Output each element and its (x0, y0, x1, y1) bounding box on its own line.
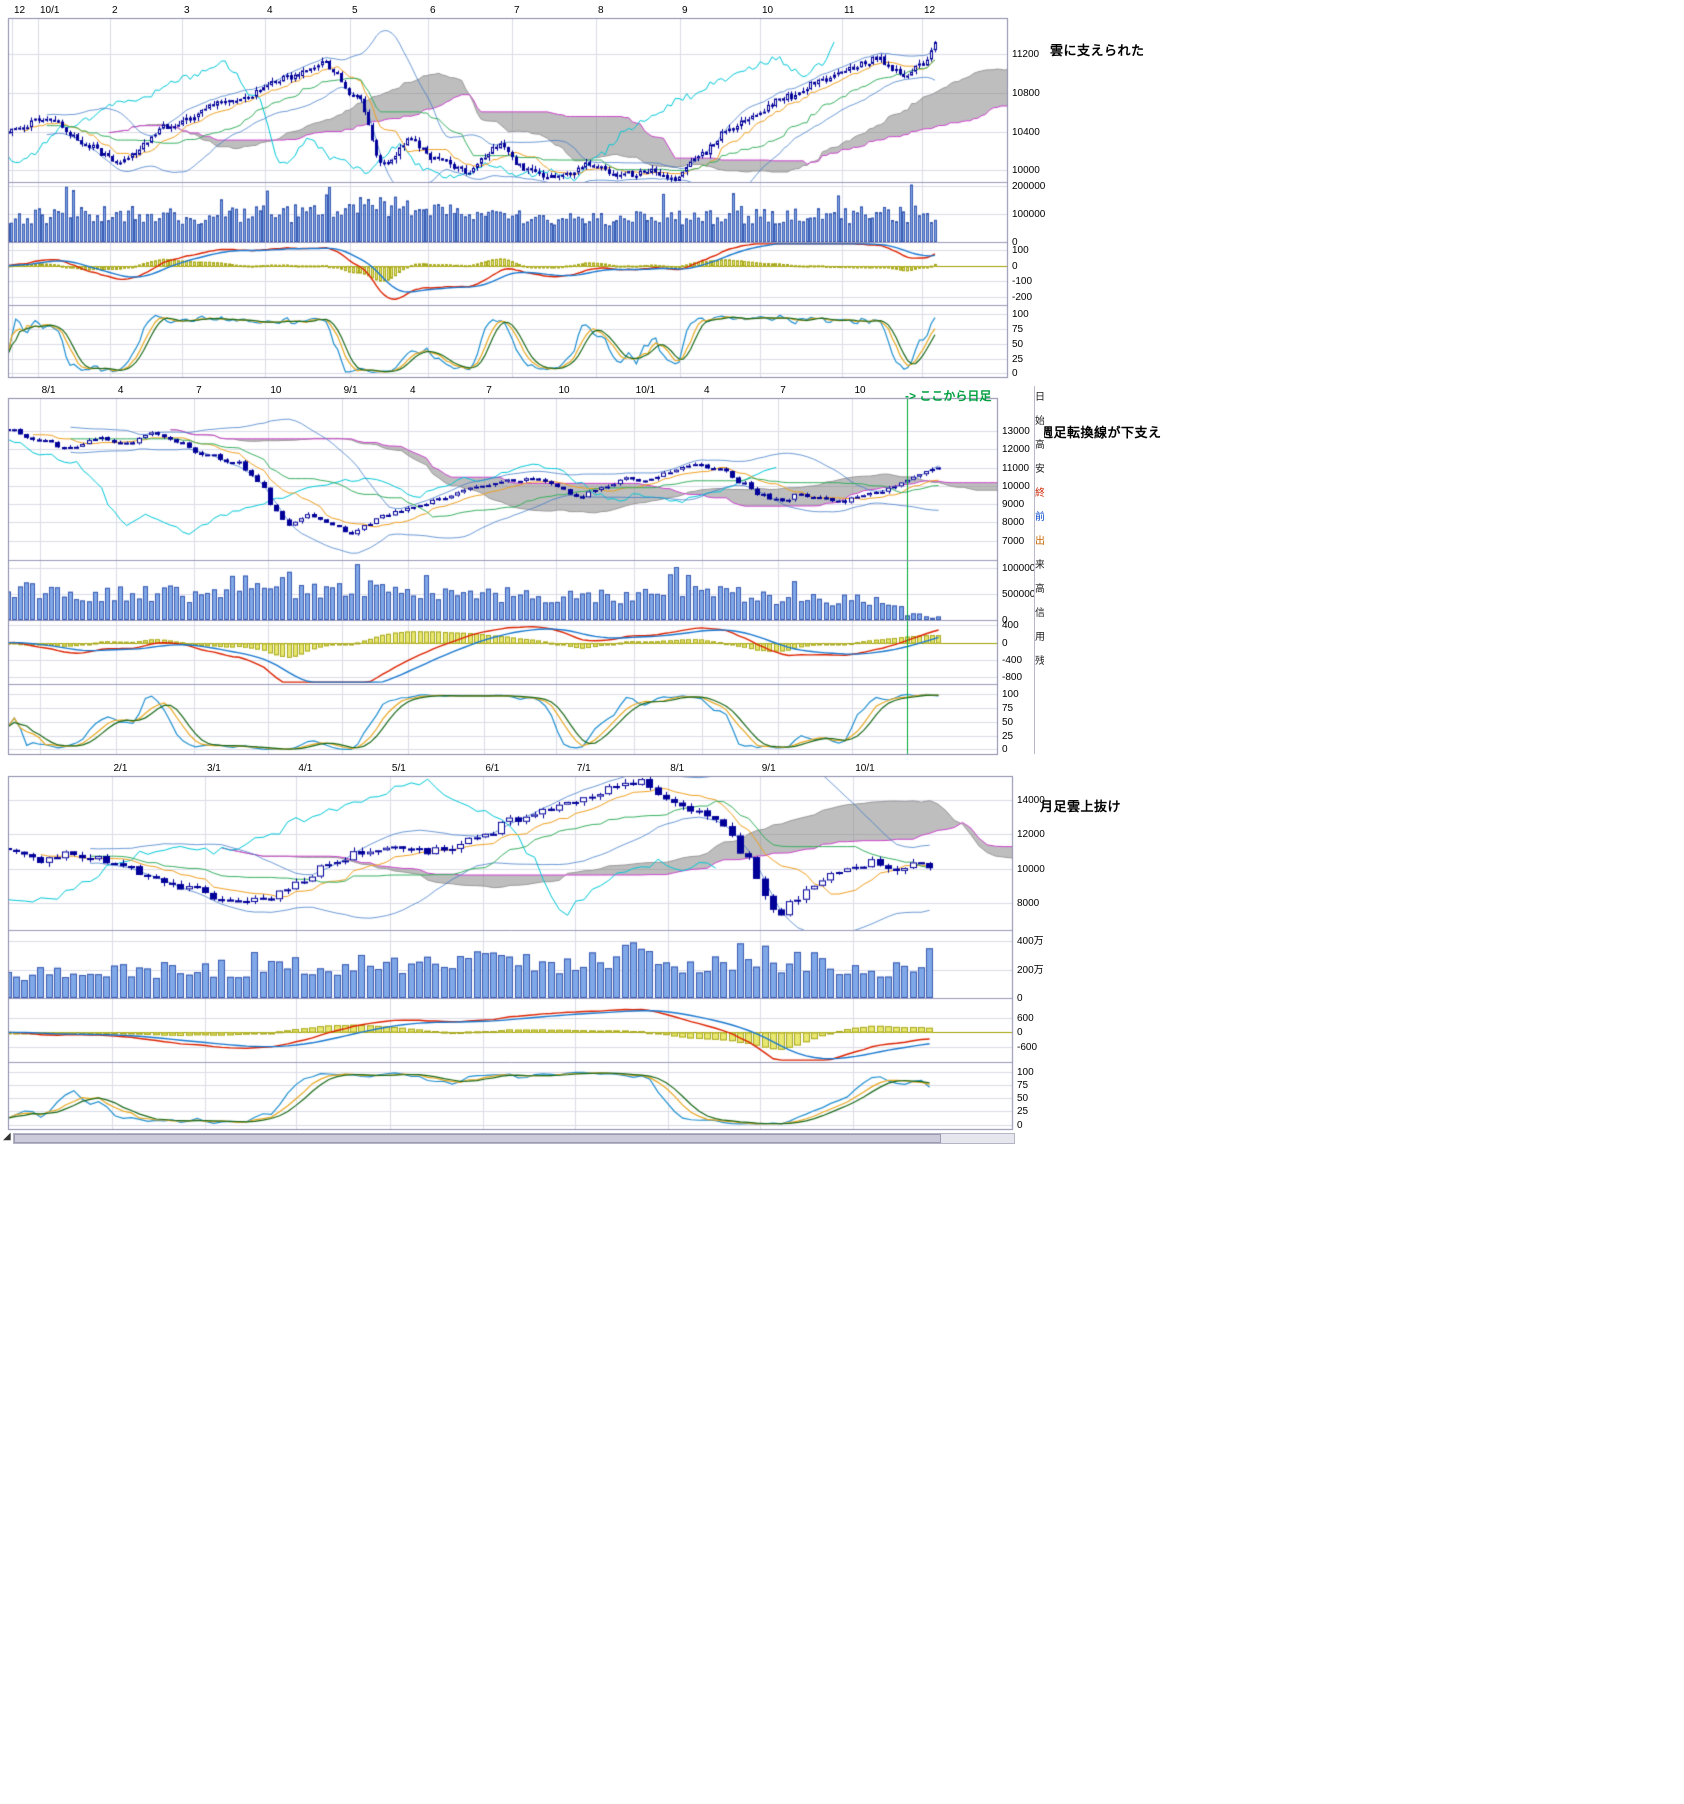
horizontal-scrollbar[interactable] (13, 1133, 1015, 1144)
daily-start-marker: -> ここから日足 (905, 389, 992, 403)
clipped-quote-text: 出 (1035, 536, 1044, 547)
clipped-quote-panel: 日始高安終前出来高信用残 (1034, 386, 1044, 754)
clipped-quote-text: 前 (1035, 512, 1044, 523)
scroll-corner-icon: ◢ (3, 1131, 11, 1142)
y-axis-tick: -600 (1017, 1042, 1038, 1053)
candlestick-charts-canvas[interactable] (0, 0, 1020, 1150)
clipped-quote-text: 用 (1035, 632, 1044, 643)
monthly-annotation: 月足雲上抜け (1040, 799, 1122, 814)
y-axis-tick: 400万 (1017, 936, 1044, 947)
clipped-quote-text: 始 (1035, 416, 1044, 427)
daily-annotation: 雲に支えられた (1050, 43, 1145, 58)
y-axis-tick: 10000 (1017, 864, 1045, 875)
y-axis-tick: 12000 (1017, 829, 1045, 840)
clipped-quote-text: 終 (1035, 488, 1044, 499)
scrollbar-thumb[interactable] (14, 1134, 941, 1143)
clipped-quote-text: 来 (1035, 560, 1044, 571)
clipped-quote-text: 残 (1035, 656, 1044, 667)
y-axis-tick: 200万 (1017, 965, 1044, 976)
y-axis-tick: 8000 (1017, 898, 1040, 909)
clipped-quote-text: 高 (1035, 440, 1044, 451)
weekly-annotation: 週足転換線が下支え (1040, 425, 1162, 440)
clipped-quote-text: 高 (1035, 584, 1044, 595)
clipped-quote-text: 日 (1035, 392, 1044, 403)
clipped-quote-text: 信 (1035, 608, 1044, 619)
clipped-quote-text: 安 (1035, 464, 1044, 475)
